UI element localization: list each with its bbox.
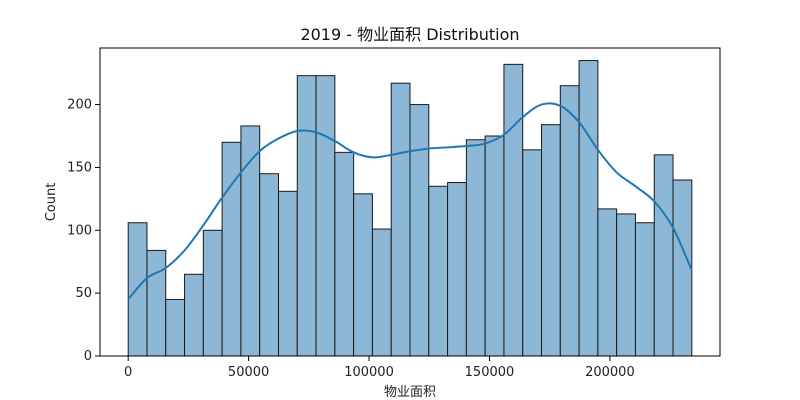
- histogram-bar: [578, 60, 599, 357]
- histogram-bar: [503, 63, 524, 357]
- y-axis: 0 50 100 150 200: [67, 98, 100, 364]
- histogram-bar: [672, 179, 693, 357]
- x-tick-label: 200000: [585, 365, 635, 380]
- histogram-bar: [390, 82, 411, 357]
- histogram-bar: [184, 273, 204, 357]
- histogram-bar: [409, 104, 430, 357]
- y-tick-label: 0: [84, 349, 92, 364]
- y-tick-label: 100: [67, 223, 92, 238]
- histogram-bar: [277, 190, 298, 357]
- x-axis-title: 物业面积: [384, 385, 436, 400]
- histogram-bar: [484, 135, 505, 357]
- histogram-bar: [522, 149, 543, 357]
- histogram-bar: [259, 173, 279, 357]
- x-tick-label: 0: [124, 365, 132, 380]
- histogram-bar: [202, 229, 223, 357]
- y-tick-label: 200: [67, 98, 92, 113]
- histogram-bar: [616, 213, 636, 357]
- histogram-bar: [447, 182, 467, 357]
- histogram-bar: [634, 222, 655, 357]
- x-tick-label: 50000: [228, 365, 269, 380]
- histogram-bar: [559, 85, 580, 357]
- x-tick-label: 100000: [344, 365, 394, 380]
- histogram-bar: [653, 154, 674, 357]
- histogram-bar: [353, 193, 373, 357]
- kde-line: [127, 102, 693, 301]
- y-tick-label: 150: [67, 160, 92, 175]
- y-tick-label: 50: [75, 286, 92, 301]
- histogram-bar: [296, 75, 317, 357]
- histogram-bar: [465, 139, 486, 357]
- y-axis-title: Count: [44, 183, 59, 222]
- chart-title: 2019 - 物业面积 Distribution: [300, 25, 519, 44]
- histogram-bar: [428, 185, 449, 357]
- histogram-bar: [221, 141, 242, 357]
- histogram-bar: [146, 249, 167, 357]
- plot-frame: [99, 47, 721, 357]
- x-axis: 0 50000 100000 150000 200000: [124, 356, 635, 380]
- histogram-bar: [541, 124, 561, 357]
- x-tick-label: 150000: [465, 365, 515, 380]
- histogram-bar: [315, 75, 336, 357]
- histogram-bar: [334, 151, 355, 357]
- histogram-bar: [371, 228, 392, 357]
- bars-group: [127, 60, 693, 357]
- histogram-bar: [597, 208, 618, 357]
- histogram-bar: [165, 298, 186, 357]
